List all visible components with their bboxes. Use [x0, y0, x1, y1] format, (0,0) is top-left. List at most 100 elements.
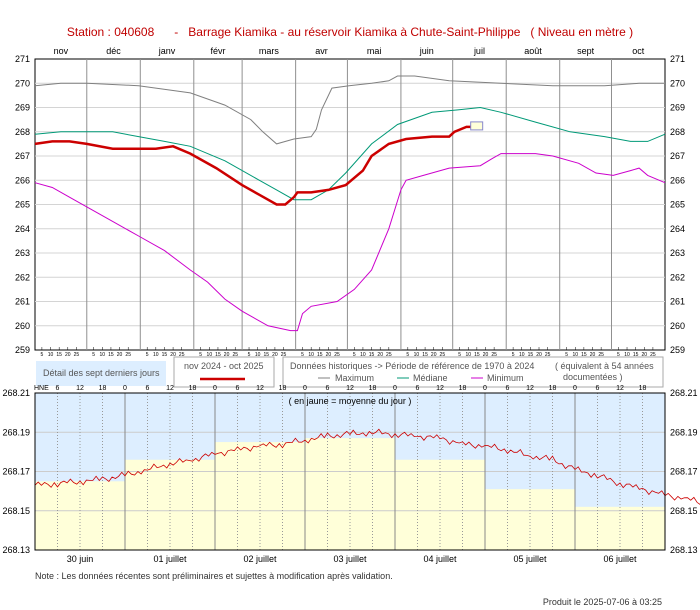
y-tick-left: 271: [15, 54, 30, 64]
hour-tick-label: 0: [123, 385, 127, 392]
y-tick-left: 270: [15, 78, 30, 88]
detail-y-tick-right: 268.15: [670, 506, 698, 516]
day-tick-label: 10: [207, 352, 213, 358]
hour-tick-label: 0: [393, 385, 397, 392]
series-line-médiane: [34, 106, 666, 201]
day-tick-label: 10: [624, 352, 630, 358]
day-tick-label: 10: [48, 352, 54, 358]
day-tick-label: 5: [512, 352, 515, 358]
hour-tick-label: 18: [459, 385, 467, 392]
note-text: Note : Les données récentes sont prélimi…: [35, 571, 393, 581]
hour-tick-label: 6: [596, 385, 600, 392]
day-tick-label: 15: [581, 352, 587, 358]
day-tick-label: 20: [326, 352, 332, 358]
detail-day-label: 05 juillet: [513, 554, 547, 564]
month-label-top: juil: [473, 46, 485, 56]
month-label-top: avr: [315, 46, 328, 56]
day-tick-label: 25: [334, 352, 340, 358]
day-tick-label: 10: [572, 352, 578, 358]
hour-tick-label: 12: [166, 385, 174, 392]
historic-legend-box: [282, 356, 664, 388]
series-line-current: [34, 125, 472, 206]
historic-years-label-2: documentées ): [563, 372, 623, 382]
hour-tick-label: 18: [279, 385, 287, 392]
hour-tick-label: 18: [99, 385, 107, 392]
day-tick-label: 25: [491, 352, 497, 358]
detail-y-tick-left: 268.15: [2, 506, 30, 516]
detail-level-line: [34, 428, 700, 505]
detail-y-tick-left: 268.13: [2, 545, 30, 555]
chart-title: Station : 040608 - Barrage Kiamika - au …: [66, 25, 634, 39]
day-tick-label: 15: [317, 352, 323, 358]
day-tick-label: 5: [565, 352, 568, 358]
hour-tick-label: 12: [436, 385, 444, 392]
day-tick-label: 5: [248, 352, 251, 358]
daily-mean-band: [215, 442, 305, 550]
detail-day-label: 30 juin: [67, 554, 94, 564]
day-tick-label: 15: [633, 352, 639, 358]
y-tick-left: 261: [15, 297, 30, 307]
y-tick-left: 263: [15, 248, 30, 258]
hour-tick-label: 0: [303, 385, 307, 392]
y-tick-right: 264: [670, 224, 685, 234]
month-label-top: mai: [367, 46, 382, 56]
daily-mean-band: [305, 438, 395, 550]
detail-day-label: 02 juillet: [243, 554, 277, 564]
day-tick-label: 5: [199, 352, 202, 358]
hour-tick-label: 18: [189, 385, 197, 392]
historic-legend-label: Données historiques -> Période de référe…: [290, 361, 534, 371]
y-tick-right: 266: [670, 175, 685, 185]
recent-period-marker: [470, 121, 484, 131]
month-label-top: déc: [106, 46, 121, 56]
month-label-top: mars: [259, 46, 279, 56]
hour-tick-label: 6: [146, 385, 150, 392]
day-tick-label: 20: [65, 352, 71, 358]
day-tick-label: 25: [545, 352, 551, 358]
day-tick-label: 25: [598, 352, 604, 358]
day-tick-label: 15: [369, 352, 375, 358]
hour-tick-label: 6: [236, 385, 240, 392]
y-tick-right: 261: [670, 297, 685, 307]
y-tick-left: 260: [15, 321, 30, 331]
day-tick-label: 20: [642, 352, 648, 358]
month-label-top: août: [524, 46, 542, 56]
produced-text: Produit le 2025-07-06 à 03:25: [542, 597, 662, 607]
month-label-top: janv: [158, 46, 176, 56]
month-label-top: sept: [577, 46, 595, 56]
y-tick-left: 266: [15, 175, 30, 185]
y-tick-right: 262: [670, 272, 685, 282]
day-tick-label: 15: [56, 352, 62, 358]
month-label-top: nov: [54, 46, 69, 56]
detail-day-label: 01 juillet: [153, 554, 187, 564]
hour-tick-label: 0: [573, 385, 577, 392]
hour-tick-label: 12: [256, 385, 264, 392]
detail-day-label: 04 juillet: [423, 554, 457, 564]
y-tick-left: 264: [15, 224, 30, 234]
day-tick-label: 10: [414, 352, 420, 358]
month-label-top: oct: [632, 46, 645, 56]
day-tick-label: 25: [281, 352, 287, 358]
hour-tick-label: 18: [549, 385, 557, 392]
day-tick-label: 5: [92, 352, 95, 358]
y-tick-left: 262: [15, 272, 30, 282]
day-tick-label: 15: [474, 352, 480, 358]
day-tick-label: 25: [440, 352, 446, 358]
day-tick-label: 10: [465, 352, 471, 358]
day-tick-label: 20: [431, 352, 437, 358]
series-line-minimum: [34, 153, 666, 332]
y-tick-right: 259: [670, 345, 685, 355]
hour-tick-label: 12: [76, 385, 84, 392]
daily-mean-band: [35, 481, 125, 550]
y-tick-right: 267: [670, 151, 685, 161]
detail-y-tick-right: 268.17: [670, 467, 698, 477]
hour-tick-label: 18: [369, 385, 377, 392]
day-tick-label: 25: [74, 352, 80, 358]
y-tick-right: 260: [670, 321, 685, 331]
day-tick-label: 20: [483, 352, 489, 358]
detail-y-tick-right: 268.19: [670, 427, 698, 437]
day-tick-label: 20: [117, 352, 123, 358]
y-tick-right: 265: [670, 200, 685, 210]
y-tick-right: 270: [670, 78, 685, 88]
day-tick-label: 5: [406, 352, 409, 358]
detail-y-tick-right: 268.21: [670, 388, 698, 398]
